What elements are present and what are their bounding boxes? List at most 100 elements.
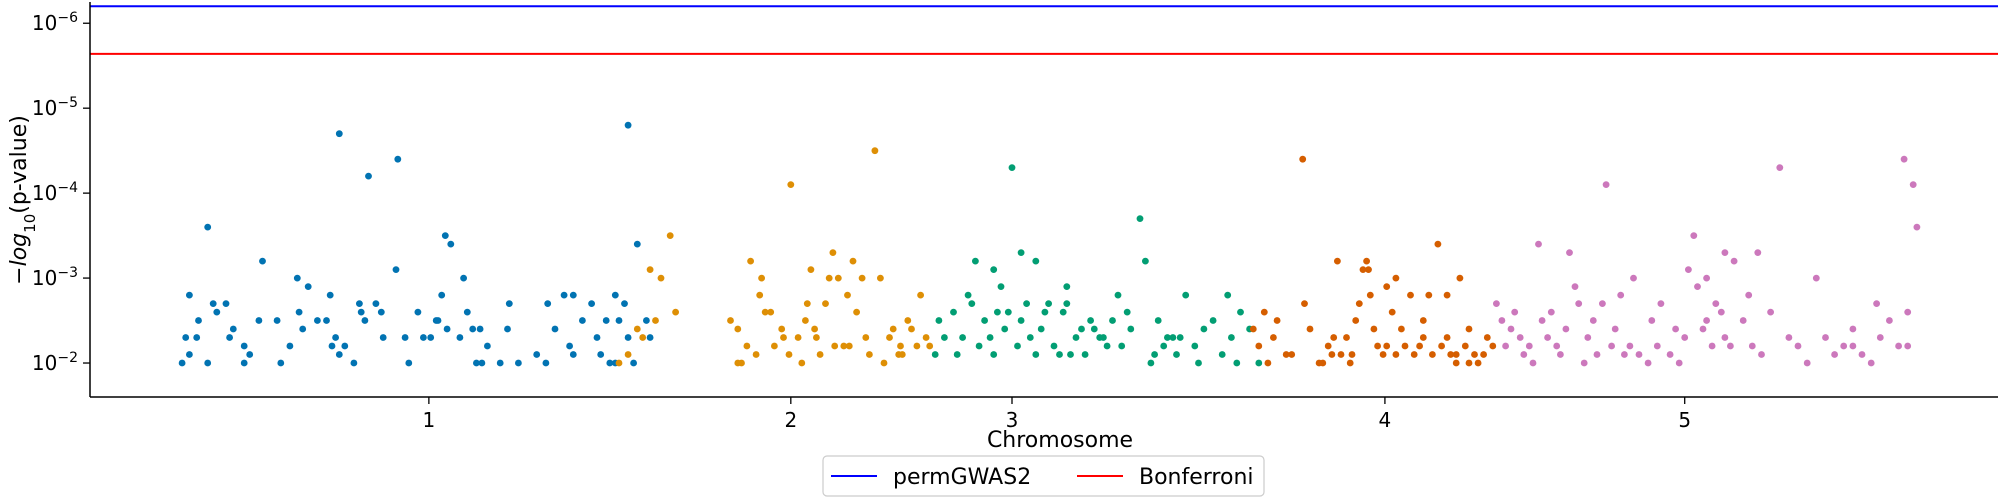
- point-chr1: [314, 317, 321, 324]
- point-chr5: [1909, 181, 1917, 189]
- point-chr2: [798, 359, 806, 367]
- point-chr3: [968, 300, 976, 307]
- y-tick-label: 10−3: [32, 265, 78, 290]
- point-chr5: [1493, 300, 1500, 307]
- point-chr5: [1904, 308, 1912, 316]
- point-chr5: [1562, 325, 1570, 333]
- point-chr1: [304, 283, 312, 290]
- point-chr1: [579, 317, 586, 324]
- point-chr5: [1593, 351, 1601, 358]
- point-chr3: [1176, 334, 1184, 341]
- point-chr1: [335, 351, 343, 358]
- point-chr2: [829, 249, 837, 256]
- point-chr3: [1087, 317, 1094, 324]
- point-chr2: [761, 308, 769, 316]
- point-chr1: [615, 317, 623, 324]
- point-chr1: [469, 325, 477, 333]
- point-chr1: [273, 317, 281, 324]
- point-chr5: [1599, 300, 1606, 307]
- point-chr2: [727, 317, 734, 324]
- point-chr3: [1072, 334, 1080, 341]
- point-chr5: [1502, 342, 1509, 350]
- point-chr2: [758, 274, 765, 282]
- point-chr5: [1776, 164, 1784, 172]
- point-chr5: [1721, 249, 1729, 256]
- point-chr1: [328, 342, 336, 350]
- point-chr1: [361, 317, 369, 324]
- point-chr4: [1260, 308, 1268, 316]
- point-chr4: [1301, 300, 1308, 307]
- point-chr3: [1209, 317, 1217, 324]
- point-chr3: [994, 308, 1001, 316]
- point-chr2: [747, 257, 754, 265]
- point-chr5: [1858, 351, 1866, 358]
- point-chr3: [1127, 325, 1135, 333]
- point-chr1: [255, 317, 263, 324]
- point-chr5: [1580, 359, 1588, 367]
- point-chr2: [849, 257, 857, 265]
- point-chr2: [657, 274, 665, 282]
- point-chr4: [1346, 359, 1354, 367]
- y-tick-label: 10−4: [32, 180, 78, 205]
- point-chr1: [372, 300, 380, 307]
- point-chr1: [566, 342, 573, 350]
- point-chr3: [964, 291, 972, 299]
- point-chr3: [1050, 342, 1058, 350]
- point-chr5: [1525, 342, 1533, 350]
- point-chr4: [1282, 351, 1290, 358]
- point-chr5: [1717, 308, 1725, 316]
- point-chr3: [1103, 342, 1111, 350]
- point-chr1: [392, 266, 400, 273]
- point-chr1: [213, 308, 221, 316]
- point-chr2: [633, 325, 641, 333]
- point-chr4: [1365, 266, 1372, 273]
- point-chr2: [785, 351, 793, 358]
- point-chr3: [1078, 325, 1085, 333]
- point-chr2: [858, 274, 866, 282]
- point-chr1: [204, 223, 212, 231]
- point-chr1: [515, 359, 522, 367]
- point-chr1: [496, 359, 504, 367]
- point-chr3: [1081, 351, 1089, 358]
- point-chr5: [1675, 359, 1683, 367]
- point-chr1: [542, 359, 550, 367]
- point-chr5: [1626, 342, 1634, 350]
- point-chr3: [941, 334, 948, 341]
- point-chr5: [1653, 342, 1661, 350]
- point-chr5: [1876, 334, 1884, 341]
- point-chr5: [1672, 325, 1679, 333]
- point-chr1: [597, 351, 605, 358]
- point-chr5: [1648, 317, 1656, 324]
- point-chr1: [299, 325, 307, 333]
- point-chr1: [178, 359, 186, 367]
- point-chr4: [1443, 291, 1451, 299]
- point-chr1: [460, 274, 467, 282]
- point-chr5: [1520, 351, 1528, 358]
- point-chr5: [1873, 300, 1880, 307]
- point-chr1: [447, 240, 455, 248]
- point-chr5: [1721, 334, 1729, 341]
- point-chr1: [414, 308, 422, 316]
- point-chr4: [1452, 351, 1460, 358]
- point-chr4: [1401, 342, 1409, 350]
- point-chr4: [1416, 342, 1423, 350]
- point-chr1: [438, 291, 446, 299]
- point-chr3: [1037, 325, 1045, 333]
- point-chr5: [1785, 334, 1793, 341]
- point-chr2: [866, 351, 873, 358]
- point-chr2: [862, 334, 870, 341]
- point-chr1: [441, 232, 449, 240]
- point-chr3: [990, 351, 998, 358]
- point-chr3: [1045, 300, 1052, 307]
- point-chr5: [1849, 342, 1857, 350]
- point-chr1: [633, 240, 641, 248]
- point-chr5: [1584, 334, 1592, 341]
- point-chr1: [295, 308, 303, 316]
- point-chr3: [1182, 291, 1190, 299]
- point-chr5: [1754, 249, 1762, 256]
- point-chr3: [1023, 300, 1030, 307]
- point-chr5: [1617, 291, 1625, 299]
- point-chr2: [802, 317, 809, 324]
- point-chr3: [1237, 308, 1244, 316]
